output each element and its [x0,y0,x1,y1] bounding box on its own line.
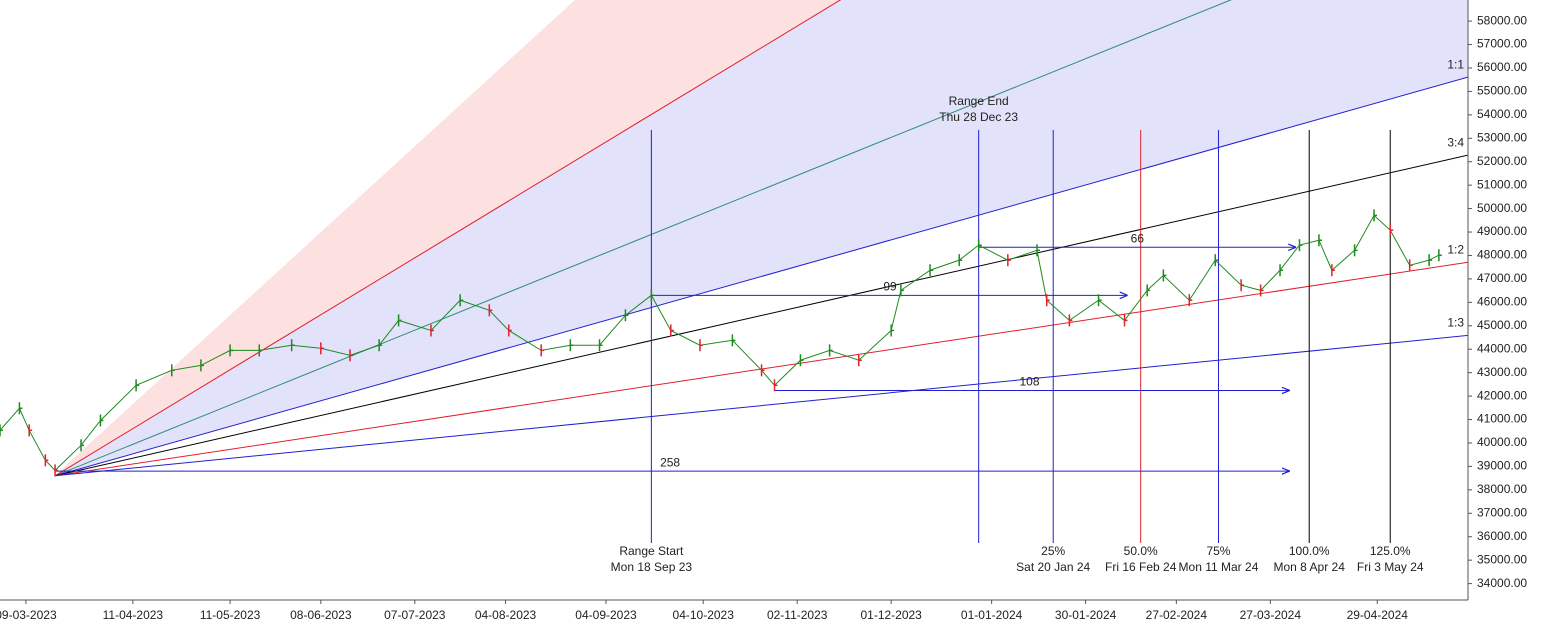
x-tick-label: 04-09-2023 [575,608,637,622]
x-tick-label: 09-03-2023 [0,608,57,622]
plot-area [0,0,1468,543]
y-tick-label: 57000.00 [1477,37,1527,51]
range-arrow-label: 99 [883,279,897,293]
y-tick-label: 45000.00 [1477,318,1527,332]
fan-line [55,334,1468,477]
y-tick-label: 50000.00 [1477,201,1527,215]
y-tick-label: 34000.00 [1477,576,1527,590]
fan-line [54,0,1232,477]
time-line-date: Sat 20 Jan 24 [1016,560,1090,574]
y-tick-label: 37000.00 [1477,505,1527,519]
range-arrow-label: 66 [1131,231,1145,245]
y-tick-label: 46000.00 [1477,295,1527,309]
range-arrow-label: 258 [660,455,680,469]
y-tick-label: 38000.00 [1477,482,1527,496]
fan-line [54,0,577,477]
x-tick-label: 08-06-2023 [290,608,352,622]
x-tick-label: 02-11-2023 [767,608,828,622]
x-tick-label: 01-01-2024 [961,608,1023,622]
y-tick-label: 58000.00 [1477,13,1527,27]
time-line-label: 50.0% [1124,544,1158,558]
y-tick-label: 44000.00 [1477,341,1527,355]
time-line-label: 125.0% [1370,544,1411,558]
time-line-date: Mon 18 Sep 23 [611,560,693,574]
fan-line [54,76,1468,477]
fan-label: 1:1 [1447,57,1464,71]
y-tick-label: 35000.00 [1477,552,1527,566]
time-line-label: 25% [1041,544,1065,558]
time-line-date: Thu 28 Dec 23 [939,110,1018,124]
fan-label: 1:3 [1447,316,1464,330]
y-tick-label: 47000.00 [1477,271,1527,285]
y-tick-label: 56000.00 [1477,60,1527,74]
time-line-date: Fri 16 Feb 24 [1105,560,1177,574]
y-tick-label: 52000.00 [1477,154,1527,168]
x-tick-label: 30-01-2024 [1055,608,1117,622]
x-tick-label: 04-08-2023 [475,608,537,622]
x-tick-label: 04-10-2023 [673,608,735,622]
time-line-label: Range End [949,94,1009,108]
fan-label: 1:2 [1447,242,1464,256]
x-tick-label: 11-05-2023 [200,608,261,622]
time-line-label: 100.0% [1289,544,1330,558]
fan-line [54,0,842,477]
y-tick-label: 39000.00 [1477,459,1527,473]
y-tick-label: 54000.00 [1477,107,1527,121]
y-tick-label: 48000.00 [1477,248,1527,262]
y-tick-label: 41000.00 [1477,412,1527,426]
x-tick-label: 11-04-2023 [103,608,164,622]
x-tick-label: 29-04-2024 [1347,608,1409,622]
fan-label: 3:4 [1447,135,1464,149]
time-line-date: Mon 8 Apr 24 [1274,560,1346,574]
time-line-label: 75% [1206,544,1230,558]
y-tick-label: 36000.00 [1477,529,1527,543]
time-line-label: Range Start [619,544,684,558]
y-tick-label: 42000.00 [1477,388,1527,402]
time-line-date: Fri 3 May 24 [1357,560,1424,574]
y-tick-label: 51000.00 [1477,177,1527,191]
y-tick-label: 53000.00 [1477,130,1527,144]
range-arrow-label: 108 [1020,375,1040,389]
y-tick-label: 55000.00 [1477,84,1527,98]
fan-line [54,154,1468,477]
fan-band [55,0,1468,476]
y-tick-label: 43000.00 [1477,365,1527,379]
y-tick-label: 49000.00 [1477,224,1527,238]
x-tick-label: 01-12-2023 [860,608,922,622]
x-tick-label: 07-07-2023 [384,608,446,622]
x-tick-label: 27-03-2024 [1240,608,1302,622]
y-tick-label: 40000.00 [1477,435,1527,449]
x-tick-label: 27-02-2024 [1146,608,1208,622]
time-line-date: Mon 11 Mar 24 [1179,560,1259,574]
